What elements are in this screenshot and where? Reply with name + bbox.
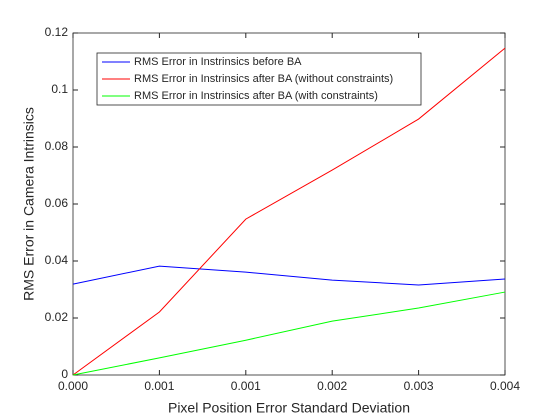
series-line (72, 265, 506, 286)
legend-box (96, 52, 422, 106)
y-axis-label: RMS Error in Camera Intrinsics (21, 107, 37, 301)
x-tick-label: 0.004 (490, 379, 520, 393)
y-tick-label: 0.08 (45, 139, 69, 153)
legend-label: RMS Error in Instrinsics before BA (134, 56, 302, 68)
y-tick-label: 0.12 (45, 25, 69, 39)
x-tick-label: 0.001 (231, 379, 261, 393)
y-tick-label: 0 (61, 367, 68, 381)
legend-label: RMS Error in Instrinsics after BA (witho… (134, 73, 393, 85)
x-tick-label: 0.003 (404, 379, 434, 393)
y-tick-label: 0.02 (45, 310, 69, 324)
x-tick-label: 0.002 (317, 379, 347, 393)
y-tick-label: 0.04 (45, 253, 69, 267)
x-axis-label: Pixel Position Error Standard Deviation (168, 400, 410, 416)
x-tick-label: 0.000 (58, 379, 88, 393)
y-tick-label: 0.06 (45, 196, 69, 210)
series-line (72, 291, 506, 376)
y-tick-label: 0.1 (51, 82, 68, 96)
legend-label: RMS Error in Instrinsics after BA (with … (134, 90, 378, 102)
series-line (72, 47, 506, 376)
x-tick-label: 0.001 (144, 379, 174, 393)
